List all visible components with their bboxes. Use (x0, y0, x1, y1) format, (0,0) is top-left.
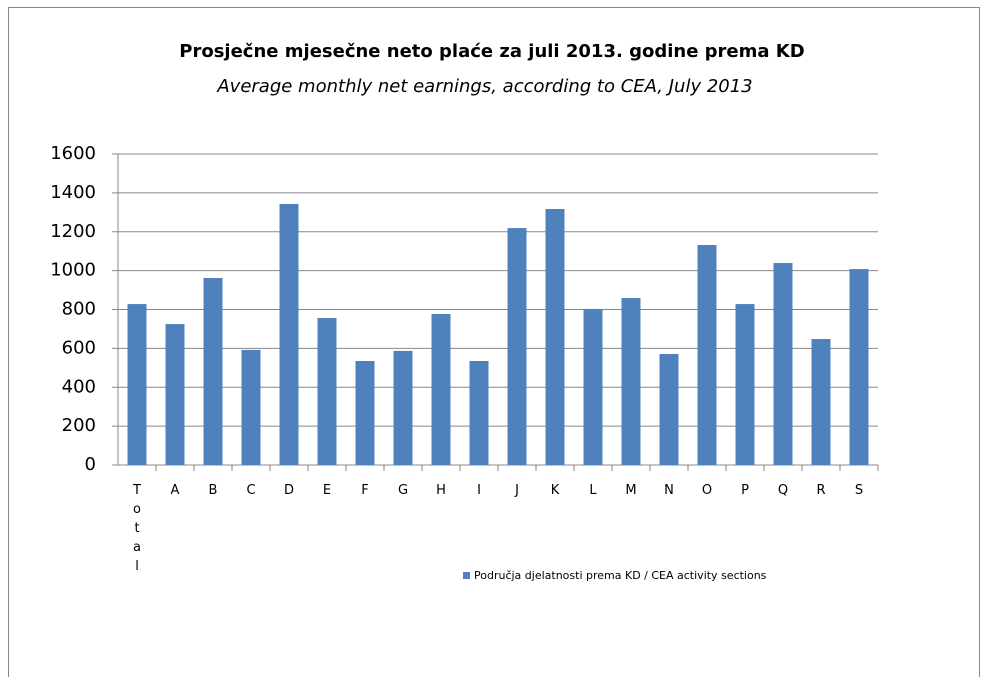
x-tick-label: H (434, 483, 449, 502)
bar (317, 318, 337, 465)
x-tick-label: P (738, 483, 753, 502)
bar (849, 269, 869, 465)
bar (241, 349, 261, 465)
bar (621, 298, 641, 465)
bar (165, 324, 185, 465)
x-tick-label: L (586, 483, 601, 502)
bar (393, 350, 413, 465)
x-tick-label: G (396, 483, 411, 502)
bar (697, 244, 717, 465)
y-tick-label: 1200 (50, 221, 96, 242)
x-tick-label: A (168, 483, 183, 502)
x-tick-label: M (624, 483, 639, 502)
bar (735, 304, 755, 465)
x-tick-label: R (814, 483, 829, 502)
bar (203, 278, 223, 465)
y-tick-label: 200 (62, 415, 96, 436)
bar (431, 313, 451, 465)
bar (811, 339, 831, 465)
bar (279, 203, 299, 465)
x-tick-label: B (206, 483, 221, 502)
legend-label: Područja djelatnosti prema KD / CEA acti… (474, 569, 767, 582)
x-tick-label: K (548, 483, 563, 502)
y-tick-label: 0 (85, 454, 96, 475)
bar (507, 228, 527, 465)
bar (659, 354, 679, 465)
x-tick-label: Q (776, 483, 791, 502)
chart-subtitle: Average monthly net earnings, according … (216, 76, 752, 97)
y-tick-label: 1600 (50, 143, 96, 164)
bar (583, 308, 603, 465)
y-tick-label: 800 (62, 299, 96, 320)
bar (545, 209, 565, 465)
bar (355, 361, 375, 465)
x-tick-label: I (472, 483, 487, 502)
x-tick-label: F (358, 483, 373, 502)
x-tick-label: S (852, 483, 867, 502)
x-tick-label: C (244, 483, 259, 502)
y-tick-label: 400 (62, 376, 96, 397)
chart-title: Prosječne mjesečne neto plaće za juli 20… (179, 41, 804, 62)
y-tick-label: 1400 (50, 182, 96, 203)
x-tick-label: O (700, 483, 715, 502)
x-tick-label: E (320, 483, 335, 502)
x-tick-label: J (510, 483, 525, 502)
x-tick-label: D (282, 483, 297, 502)
x-tick-label: Total (130, 483, 145, 578)
y-tick-label: 1000 (50, 260, 96, 281)
bar (469, 361, 489, 465)
bar (127, 304, 147, 465)
bar (773, 263, 793, 465)
x-tick-label: N (662, 483, 677, 502)
y-tick-label: 600 (62, 337, 96, 358)
legend-swatch (463, 572, 470, 579)
